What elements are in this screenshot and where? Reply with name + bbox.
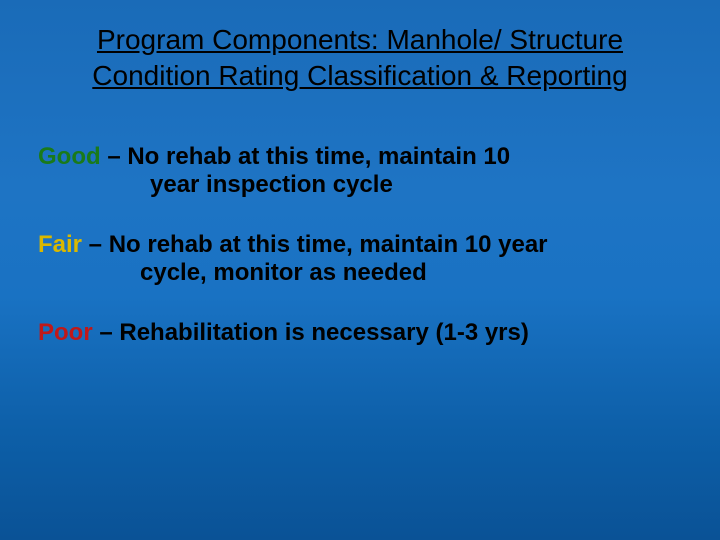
- dash-separator: –: [101, 143, 128, 170]
- rating-desc-good-l1: No rehab at this time, maintain 10: [127, 143, 510, 170]
- rating-desc-poor-l1: Rehabilitation is necessary (1-3 yrs): [119, 319, 529, 346]
- slide-title: Program Components: Manhole/ Structure C…: [38, 22, 682, 95]
- rating-good: Good – No rehab at this time, maintain 1…: [38, 143, 682, 199]
- rating-desc-fair-l2: cycle, monitor as needed: [38, 259, 682, 287]
- rating-poor: Poor – Rehabilitation is necessary (1-3 …: [38, 319, 682, 347]
- rating-label-good: Good: [38, 143, 101, 170]
- rating-label-fair: Fair: [38, 231, 82, 258]
- dash-separator: –: [82, 231, 109, 258]
- rating-desc-fair-l1: No rehab at this time, maintain 10 year: [109, 231, 548, 258]
- rating-label-poor: Poor: [38, 319, 93, 346]
- dash-separator: –: [93, 319, 120, 346]
- rating-desc-good-l2: year inspection cycle: [38, 171, 682, 199]
- slide-container: Program Components: Manhole/ Structure C…: [0, 0, 720, 540]
- rating-fair: Fair – No rehab at this time, maintain 1…: [38, 231, 682, 287]
